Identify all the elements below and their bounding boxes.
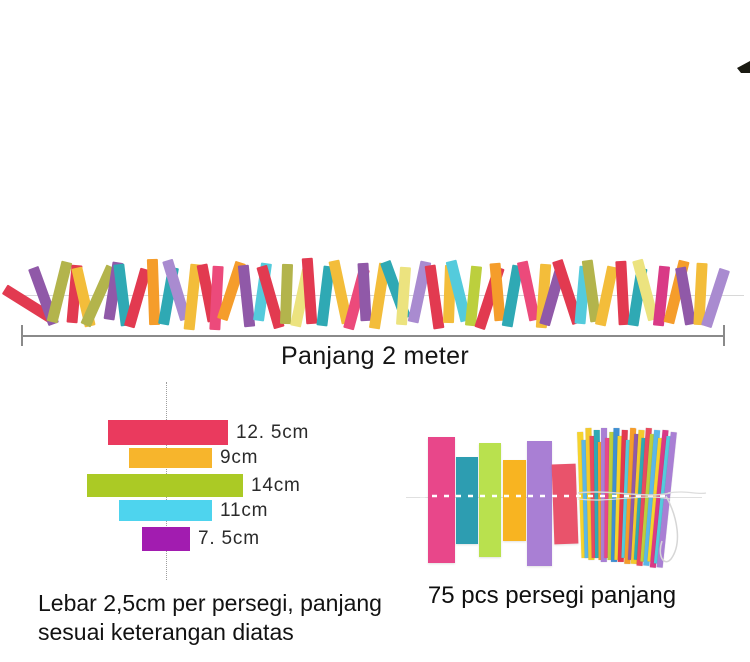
size-bar-label: 12. 5cm [236, 421, 310, 443]
width-note-line1: Lebar 2,5cm per persegi, panjang [38, 590, 382, 616]
size-bar-label: 14cm [251, 474, 301, 496]
quantity-caption: 75 pcs persegi panjang [427, 582, 677, 609]
size-bar [119, 500, 212, 521]
width-note: Lebar 2,5cm per persegi, panjang sesuai … [38, 589, 382, 647]
garland-length-label: Panjang 2 meter [281, 342, 469, 370]
length-measure-line [21, 335, 725, 337]
size-bar-label: 9cm [220, 447, 259, 468]
photo-strip [428, 437, 455, 563]
size-bar-label: 11cm [220, 499, 269, 521]
photo-strip [527, 441, 552, 566]
width-note-line2: sesuai keterangan diatas [38, 619, 294, 645]
size-bar [142, 527, 190, 551]
size-bar [87, 474, 243, 497]
photo-strip [503, 460, 526, 541]
photo-strip [479, 443, 501, 557]
size-bar [108, 420, 228, 445]
photo-strip [456, 457, 478, 544]
size-bar-label: 7. 5cm [198, 528, 260, 549]
photo-strip [551, 463, 579, 545]
size-bar [129, 448, 212, 468]
